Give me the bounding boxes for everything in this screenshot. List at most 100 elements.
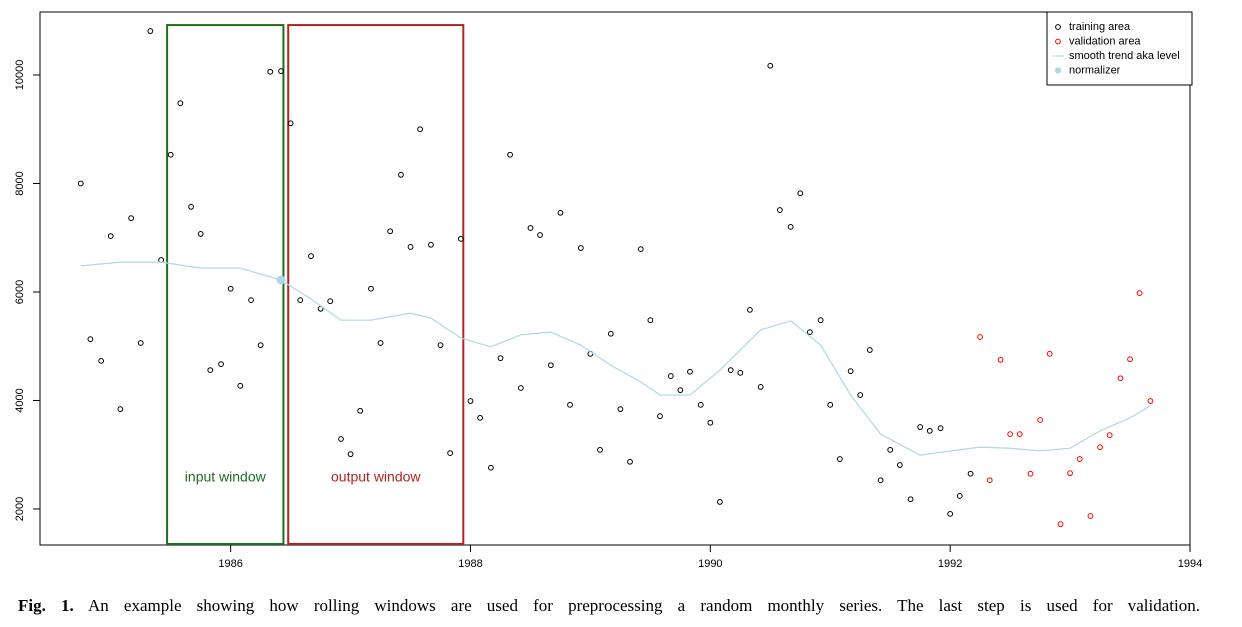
data-point xyxy=(1057,521,1064,528)
window xyxy=(166,24,285,545)
data-point xyxy=(657,413,663,420)
x-tick-label: 1992 xyxy=(938,558,962,570)
data-point xyxy=(1027,470,1034,477)
data-point xyxy=(896,462,903,468)
legend-label: training area xyxy=(1069,21,1131,33)
data-point xyxy=(797,190,804,197)
data-point xyxy=(527,225,534,231)
data-point xyxy=(737,369,744,376)
data-point xyxy=(1067,470,1073,477)
data-point xyxy=(597,446,603,453)
data-point xyxy=(677,387,684,394)
data-point xyxy=(248,297,254,304)
data-point xyxy=(767,62,774,69)
data-point xyxy=(98,357,105,364)
data-point xyxy=(787,223,794,230)
data-point xyxy=(557,209,564,216)
data-point xyxy=(458,235,464,242)
normalizer-point xyxy=(276,275,286,285)
data-point xyxy=(87,336,94,343)
data-point xyxy=(278,68,284,75)
window xyxy=(287,24,465,545)
data-point xyxy=(447,450,454,457)
legend-label: validation area xyxy=(1069,35,1141,47)
data-point xyxy=(407,244,414,250)
data-point xyxy=(257,342,264,349)
caption-label: Fig. 1. xyxy=(18,596,74,615)
data-point xyxy=(1136,290,1143,296)
data-point xyxy=(467,398,474,404)
trend-line xyxy=(80,261,1151,456)
data-point xyxy=(667,373,674,379)
data-point xyxy=(827,401,834,408)
legend-symbol xyxy=(1055,38,1061,45)
data-point xyxy=(137,340,144,346)
data-point xyxy=(857,392,864,398)
data-point xyxy=(368,285,374,292)
data-point xyxy=(77,180,84,187)
data-point xyxy=(1117,375,1124,382)
data-point xyxy=(237,382,244,389)
data-point xyxy=(1147,398,1154,404)
data-point xyxy=(776,207,783,213)
data-point xyxy=(177,100,184,107)
data-point xyxy=(128,215,135,222)
data-point xyxy=(757,384,764,390)
data-point xyxy=(907,496,914,503)
data-point xyxy=(267,68,274,75)
data-point xyxy=(637,246,644,253)
data-point xyxy=(727,367,734,374)
data-point xyxy=(188,203,194,210)
data-point xyxy=(537,232,543,238)
window-label: output window xyxy=(331,469,421,485)
data-point xyxy=(986,477,993,484)
data-point xyxy=(627,458,633,465)
data-point xyxy=(647,317,654,324)
y-tick-label: 10000 xyxy=(14,60,26,91)
data-point xyxy=(487,464,494,471)
data-point xyxy=(697,401,704,408)
y-tick-label: 6000 xyxy=(14,280,26,304)
data-point xyxy=(417,126,424,133)
data-point xyxy=(806,329,813,336)
data-point xyxy=(967,470,974,477)
data-point xyxy=(997,356,1004,363)
data-point xyxy=(1076,456,1083,462)
data-point xyxy=(1097,444,1103,451)
data-point xyxy=(227,285,234,292)
legend-symbol xyxy=(1055,24,1061,30)
data-point xyxy=(547,362,554,369)
caption: Fig. 1. An example showing how rolling w… xyxy=(18,596,1200,616)
data-point xyxy=(1046,350,1053,357)
data-point xyxy=(398,171,404,178)
data-point xyxy=(956,493,963,499)
data-point xyxy=(567,401,573,408)
data-point xyxy=(977,334,984,340)
data-point xyxy=(607,330,614,337)
data-point xyxy=(717,499,723,505)
data-point xyxy=(917,424,924,430)
data-point xyxy=(387,228,394,235)
data-point xyxy=(947,510,954,517)
data-point xyxy=(477,414,483,421)
data-point xyxy=(836,456,843,462)
data-point xyxy=(297,297,304,304)
data-point xyxy=(1127,356,1133,363)
data-point xyxy=(866,347,873,353)
caption-text: An example showing how rolling windows a… xyxy=(87,596,1200,615)
data-point xyxy=(887,446,894,453)
data-point xyxy=(347,451,354,458)
data-point xyxy=(308,253,314,260)
legend-label: normalizer xyxy=(1069,64,1121,76)
data-point xyxy=(147,28,154,34)
data-point xyxy=(1037,417,1044,423)
data-point xyxy=(497,355,504,362)
legend-box xyxy=(1046,11,1193,86)
data-point xyxy=(437,342,444,349)
data-point xyxy=(117,406,124,413)
data-point xyxy=(218,361,224,368)
y-tick-label: 4000 xyxy=(14,388,26,412)
data-point xyxy=(207,367,214,374)
data-point xyxy=(428,241,434,248)
